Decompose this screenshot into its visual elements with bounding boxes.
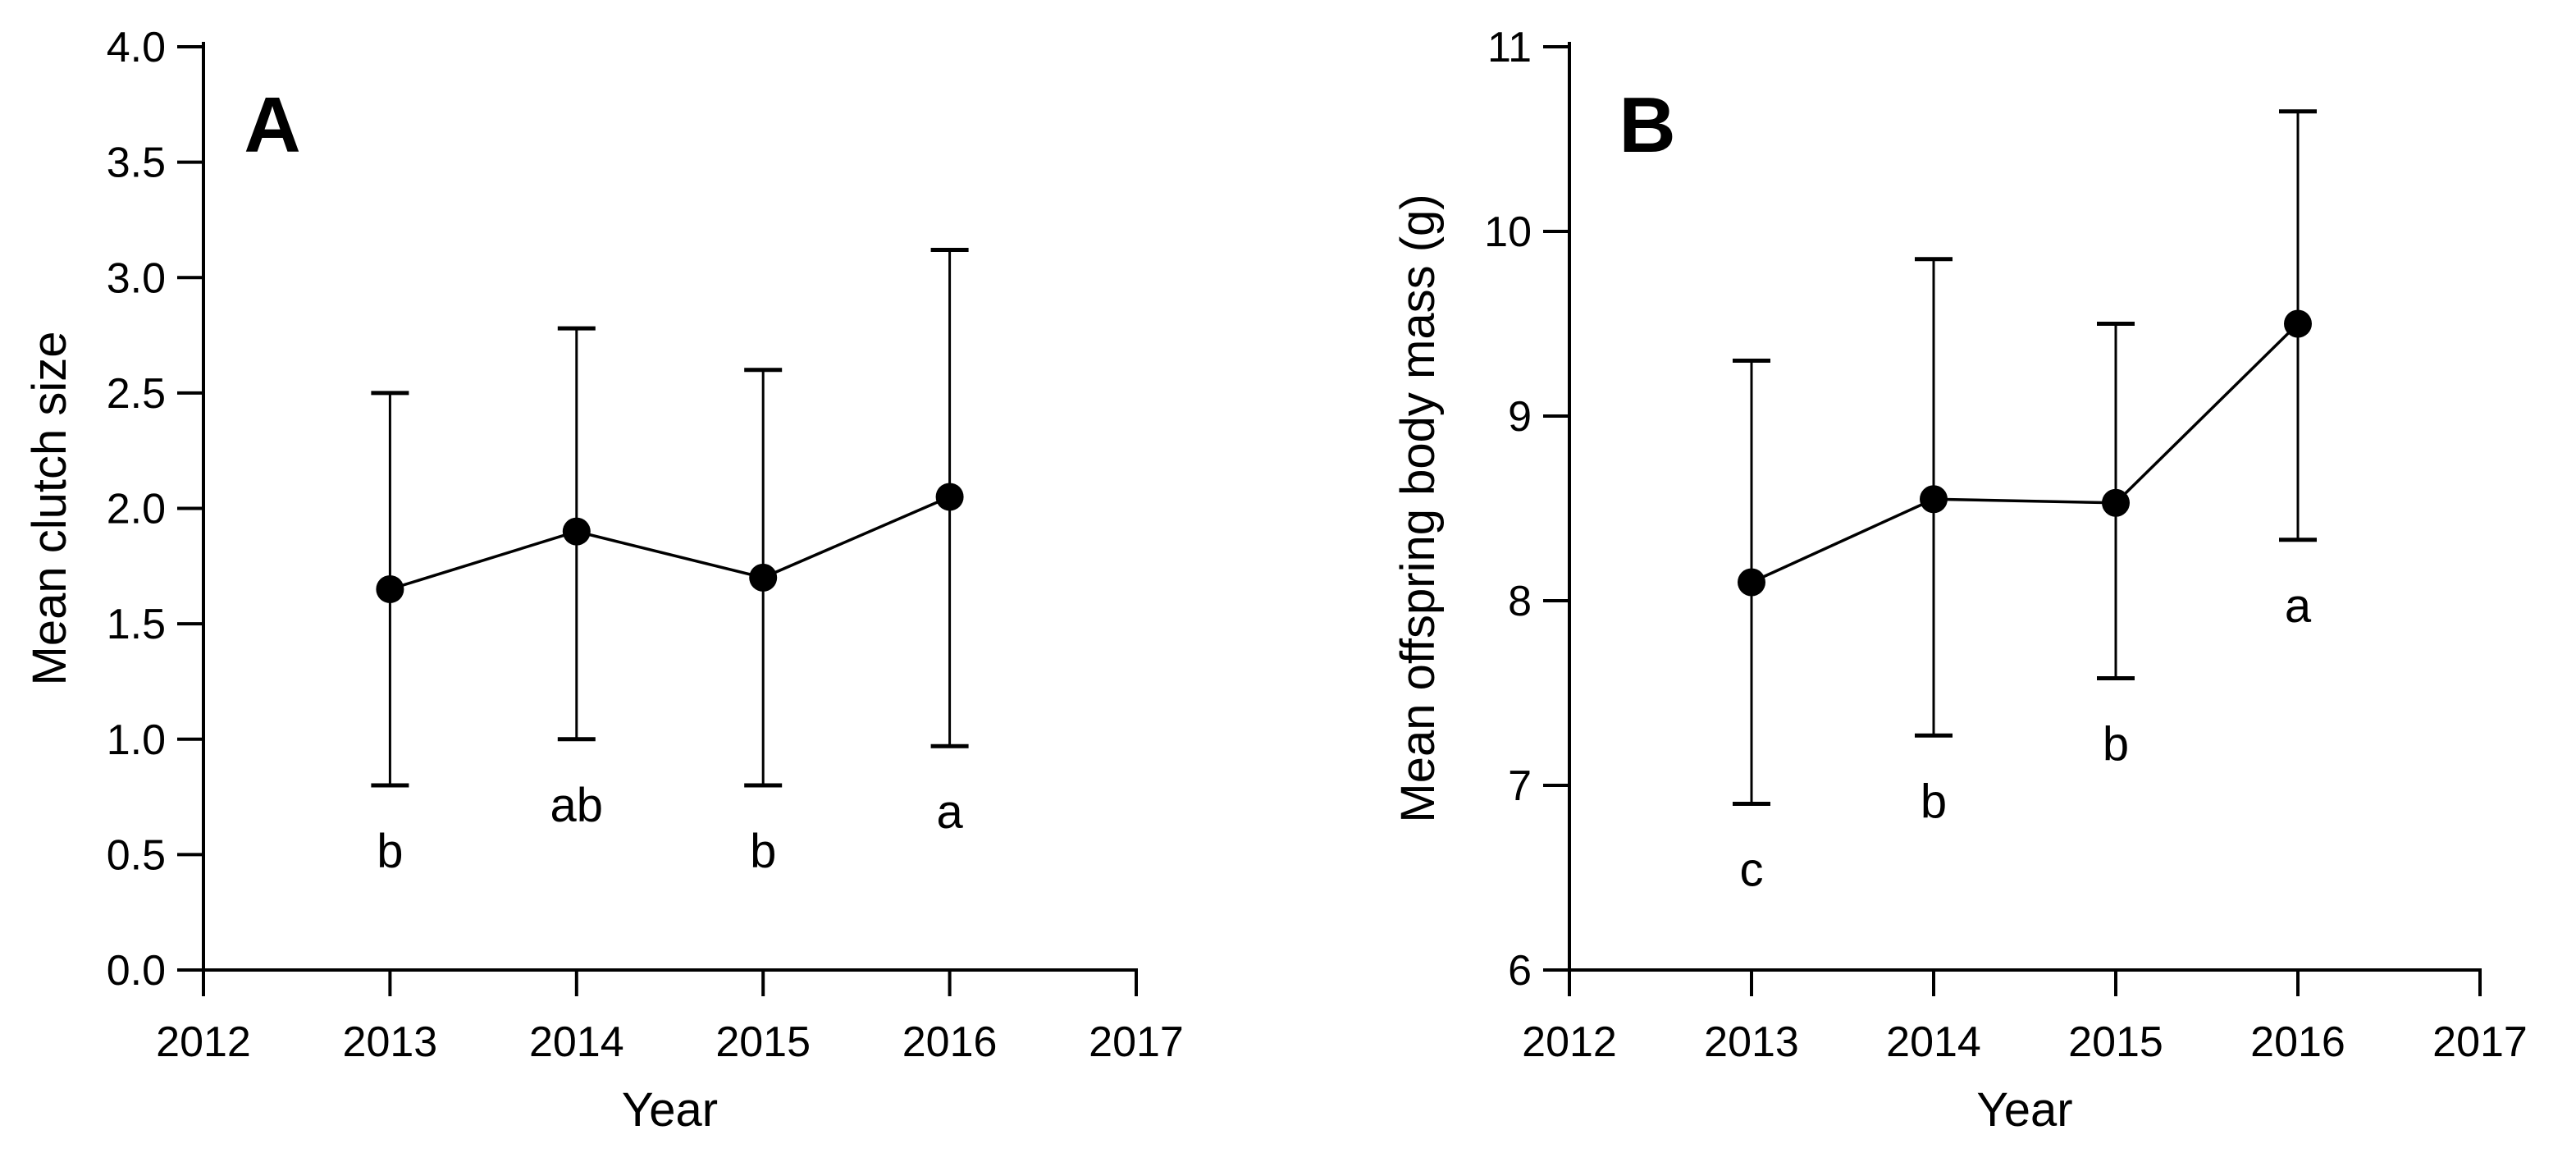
- x-axis-title: Year: [1976, 1083, 2072, 1137]
- significance-letter: a: [2285, 579, 2312, 633]
- y-tick-label: 3.0: [107, 254, 166, 302]
- y-tick-label: 4.0: [107, 24, 166, 71]
- significance-letter: b: [377, 825, 403, 878]
- data-point: [935, 483, 964, 511]
- significance-letter: a: [936, 785, 963, 839]
- data-point: [1920, 485, 1948, 514]
- x-tick-label: 2016: [902, 1018, 998, 1066]
- data-point: [2284, 309, 2312, 338]
- significance-letter: b: [750, 825, 776, 878]
- y-tick-label: 0.0: [107, 947, 166, 995]
- data-point: [562, 517, 591, 546]
- y-tick-label: 8: [1508, 578, 1532, 625]
- y-tick-label: 11: [1487, 24, 1532, 71]
- y-tick-label: 0.5: [107, 831, 166, 879]
- data-point: [376, 574, 404, 603]
- x-tick-label: 2012: [156, 1018, 251, 1066]
- data-point: [1738, 568, 1765, 597]
- x-tick-label: 2012: [1522, 1018, 1617, 1066]
- x-tick-label: 2013: [1704, 1018, 1799, 1066]
- significance-letter: b: [2103, 718, 2129, 771]
- x-tick-label: 2015: [715, 1018, 811, 1066]
- x-tick-label: 2017: [1089, 1018, 1184, 1066]
- chart-panel-b: 6 7 8 9 10 11 2012 2013 2014 2015 2016 2017 c b b a B Mea…: [1391, 24, 2528, 1137]
- chart-panel-a: 0.0 0.5 1.0 1.5 2.0 2.5 3.0 3.5 4.0 2012 2013 2014 2…: [23, 24, 1184, 1137]
- y-tick-label: 10: [1484, 208, 1532, 256]
- x-axis-title: Year: [622, 1083, 718, 1137]
- series-line: [389, 495, 951, 591]
- data-point: [2102, 488, 2130, 517]
- series-line: [1751, 323, 2300, 584]
- data-point: [749, 563, 778, 592]
- x-tick-label: 2016: [2250, 1018, 2345, 1066]
- x-tick-label: 2014: [1886, 1018, 1981, 1066]
- y-tick-label: 1.0: [107, 716, 166, 764]
- y-tick-label: 6: [1508, 947, 1532, 995]
- significance-letter: c: [1740, 844, 1764, 897]
- y-tick-label: 2.0: [107, 486, 166, 533]
- y-axis-title: Mean offspring body mass (g): [1391, 194, 1445, 822]
- y-tick-label: 9: [1508, 393, 1532, 441]
- panel-label: A: [244, 81, 300, 169]
- y-tick-label: 7: [1508, 762, 1532, 810]
- x-tick-label: 2015: [2068, 1018, 2163, 1066]
- y-axis-title: Mean clutch size: [23, 332, 76, 686]
- y-tick-label: 2.5: [107, 370, 166, 418]
- y-tick-label: 3.5: [107, 140, 166, 187]
- x-tick-label: 2017: [2432, 1018, 2528, 1066]
- x-tick-label: 2013: [343, 1018, 438, 1066]
- panel-label: B: [1619, 81, 1675, 169]
- y-tick-label: 1.5: [107, 601, 166, 648]
- significance-letter: ab: [550, 779, 604, 832]
- x-tick-label: 2014: [529, 1018, 624, 1066]
- significance-letter: b: [1921, 775, 1947, 828]
